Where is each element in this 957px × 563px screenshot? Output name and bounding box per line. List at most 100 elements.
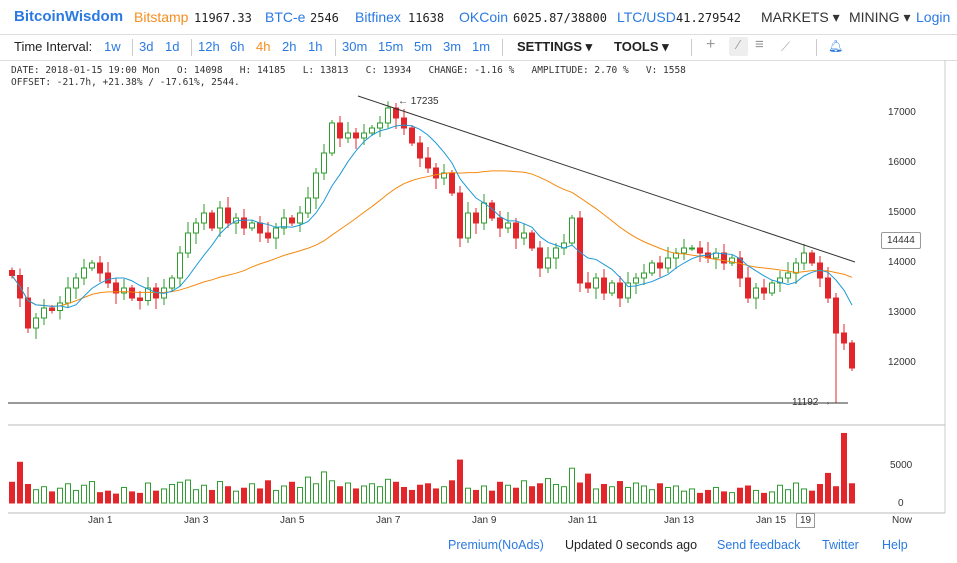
volume-bar bbox=[761, 492, 767, 504]
candle bbox=[745, 277, 751, 299]
volume-bar bbox=[497, 481, 503, 504]
volume-bar bbox=[721, 491, 727, 504]
interval-1m[interactable]: 1m bbox=[472, 39, 491, 54]
volume-bar bbox=[129, 491, 135, 504]
feedback-link[interactable]: Send feedback bbox=[717, 538, 801, 552]
volume-bar bbox=[225, 486, 231, 504]
candle bbox=[209, 212, 215, 229]
crosshair-icon[interactable]: + bbox=[706, 36, 716, 53]
volume-bar bbox=[601, 484, 607, 504]
candle bbox=[25, 297, 31, 329]
mining-menu[interactable]: MINING ▾ bbox=[849, 9, 911, 25]
ticker-btce[interactable]: BTC-e bbox=[265, 9, 306, 25]
candle bbox=[129, 287, 135, 299]
horizontal-lines-icon[interactable]: ≡ bbox=[755, 36, 764, 53]
login-link[interactable]: Login bbox=[916, 9, 951, 25]
candle bbox=[313, 172, 319, 199]
candle bbox=[345, 132, 351, 139]
candle bbox=[265, 232, 271, 239]
interval-1w[interactable]: 1w bbox=[104, 39, 121, 54]
interval-12h[interactable]: 12h bbox=[198, 39, 220, 54]
volume-bar bbox=[185, 479, 191, 504]
update-status: Updated 0 seconds ago bbox=[565, 538, 698, 552]
x-tick: Jan 5 bbox=[280, 515, 305, 526]
candle bbox=[401, 117, 407, 129]
volume-bar bbox=[353, 488, 359, 504]
volume-bar bbox=[849, 483, 855, 504]
candle bbox=[681, 247, 687, 254]
volume-bar bbox=[673, 485, 679, 504]
line-tool-icon[interactable]: ⁄ bbox=[729, 37, 748, 56]
candle bbox=[169, 277, 175, 289]
candle bbox=[249, 222, 255, 229]
x-cursor-tag: 19 bbox=[796, 513, 816, 528]
volume-bar bbox=[209, 489, 215, 504]
interval-5m[interactable]: 5m bbox=[414, 39, 433, 54]
interval-3d[interactable]: 3d bbox=[139, 39, 154, 54]
interval-3m[interactable]: 3m bbox=[443, 39, 462, 54]
volume-bar bbox=[305, 476, 311, 504]
current-price-tag: 14444 bbox=[881, 232, 921, 249]
candle bbox=[305, 197, 311, 214]
candle bbox=[385, 107, 391, 124]
ticker-bitfinex[interactable]: Bitfinex bbox=[355, 9, 401, 25]
volume-bar bbox=[585, 473, 591, 504]
tools-menu[interactable]: TOOLS ▾ bbox=[614, 39, 669, 54]
volume-bar bbox=[513, 487, 519, 504]
candle bbox=[809, 252, 815, 264]
price-tick: 15000 bbox=[888, 207, 916, 218]
x-tick: Jan 11 bbox=[568, 515, 598, 526]
volume-bar bbox=[377, 486, 383, 504]
alert-bell-icon[interactable]: 🔔︎ bbox=[828, 39, 844, 53]
candle bbox=[801, 252, 807, 264]
settings-menu[interactable]: SETTINGS ▾ bbox=[517, 39, 593, 54]
candle bbox=[353, 132, 359, 139]
markets-menu[interactable]: MARKETS ▾ bbox=[761, 9, 840, 25]
candle bbox=[49, 307, 55, 311]
volume-bar bbox=[833, 486, 839, 504]
candle bbox=[513, 222, 519, 239]
volume-bar bbox=[801, 488, 807, 504]
interval-2h[interactable]: 2h bbox=[282, 39, 297, 54]
ticker-bitstamp[interactable]: Bitstamp bbox=[134, 9, 189, 25]
interval-4h[interactable]: 4h bbox=[256, 39, 271, 54]
candle bbox=[257, 222, 263, 234]
ticker-okcoin[interactable]: OKCoin bbox=[459, 9, 509, 25]
volume-bar bbox=[529, 486, 535, 504]
volume-bar bbox=[281, 485, 287, 504]
volume-bar bbox=[369, 483, 375, 504]
ticker-ltcusd[interactable]: LTC/USD bbox=[617, 9, 676, 25]
ticker-bitstamp-value: 11967.33 bbox=[194, 11, 252, 25]
x-tick: Jan 15 bbox=[756, 515, 787, 526]
volume-bar bbox=[265, 480, 271, 504]
help-link[interactable]: Help bbox=[882, 538, 908, 552]
candle bbox=[849, 342, 855, 369]
candle bbox=[89, 262, 95, 269]
volume-bar bbox=[249, 483, 255, 504]
candle bbox=[361, 132, 367, 139]
fan-tool-icon[interactable]: ⟋ bbox=[781, 39, 791, 54]
volume-bar bbox=[441, 486, 447, 504]
brand-logo[interactable]: BitcoinWisdom bbox=[14, 8, 124, 25]
interval-6h[interactable]: 6h bbox=[230, 39, 245, 54]
interval-15m[interactable]: 15m bbox=[378, 39, 404, 54]
candle bbox=[737, 257, 743, 279]
trend-line bbox=[357, 95, 856, 263]
candle bbox=[321, 152, 327, 174]
twitter-link[interactable]: Twitter bbox=[822, 538, 859, 552]
interval-1d[interactable]: 1d bbox=[165, 39, 180, 54]
candle bbox=[297, 212, 303, 224]
candle bbox=[537, 247, 543, 269]
premium-link[interactable]: Premium(NoAds) bbox=[448, 538, 544, 552]
volume-bar bbox=[737, 487, 743, 504]
volume-bar bbox=[313, 483, 319, 504]
candle bbox=[665, 257, 671, 269]
volume-bar bbox=[297, 486, 303, 504]
interval-1h[interactable]: 1h bbox=[308, 39, 323, 54]
volume-bar bbox=[521, 480, 527, 504]
candle bbox=[193, 222, 199, 234]
volume-bar bbox=[121, 486, 127, 504]
interval-30m[interactable]: 30m bbox=[342, 39, 368, 54]
candle bbox=[105, 272, 111, 284]
